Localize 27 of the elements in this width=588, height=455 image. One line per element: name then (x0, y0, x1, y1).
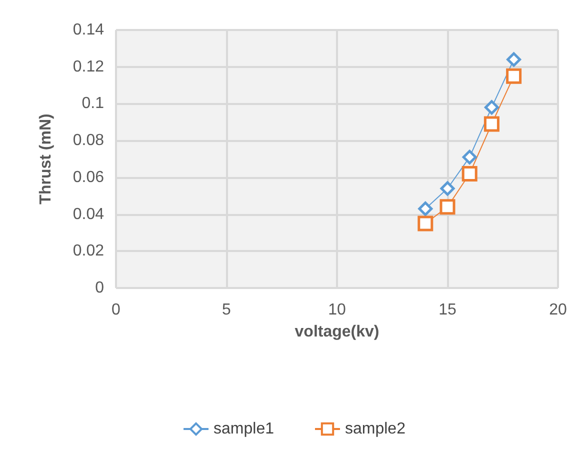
point (462, 166, 478, 182)
y-tick-label: 0.12 (72, 58, 104, 76)
point (418, 216, 434, 232)
point (462, 150, 477, 164)
point (418, 202, 433, 216)
point (506, 68, 522, 84)
x-tick-label: 10 (328, 302, 346, 318)
point (506, 52, 522, 67)
y-tick-label: 0 (95, 280, 104, 296)
x-axis-title: voltage(kv) (294, 324, 380, 340)
legend-label: sample1 (214, 420, 274, 438)
x-tick-label: 5 (222, 302, 232, 318)
x-tick-label: 15 (438, 302, 456, 318)
y-tick-label: 0.06 (72, 168, 104, 186)
point (484, 116, 500, 132)
y-tick-label: 0.08 (72, 132, 104, 150)
y-axis-title: Thrust (mN) (38, 114, 54, 204)
y-tick-label: 0.04 (72, 206, 104, 223)
y-tick-label: 0.02 (72, 242, 104, 260)
point (440, 199, 456, 215)
y-tick-label: 0.1 (82, 95, 104, 112)
x-tick-label: 0 (112, 302, 121, 318)
y-tick-label: 0.14 (72, 22, 104, 38)
legend-label: sample2 (345, 420, 406, 438)
point (484, 100, 499, 115)
x-tick-label: 20 (549, 302, 567, 318)
point (440, 181, 455, 196)
